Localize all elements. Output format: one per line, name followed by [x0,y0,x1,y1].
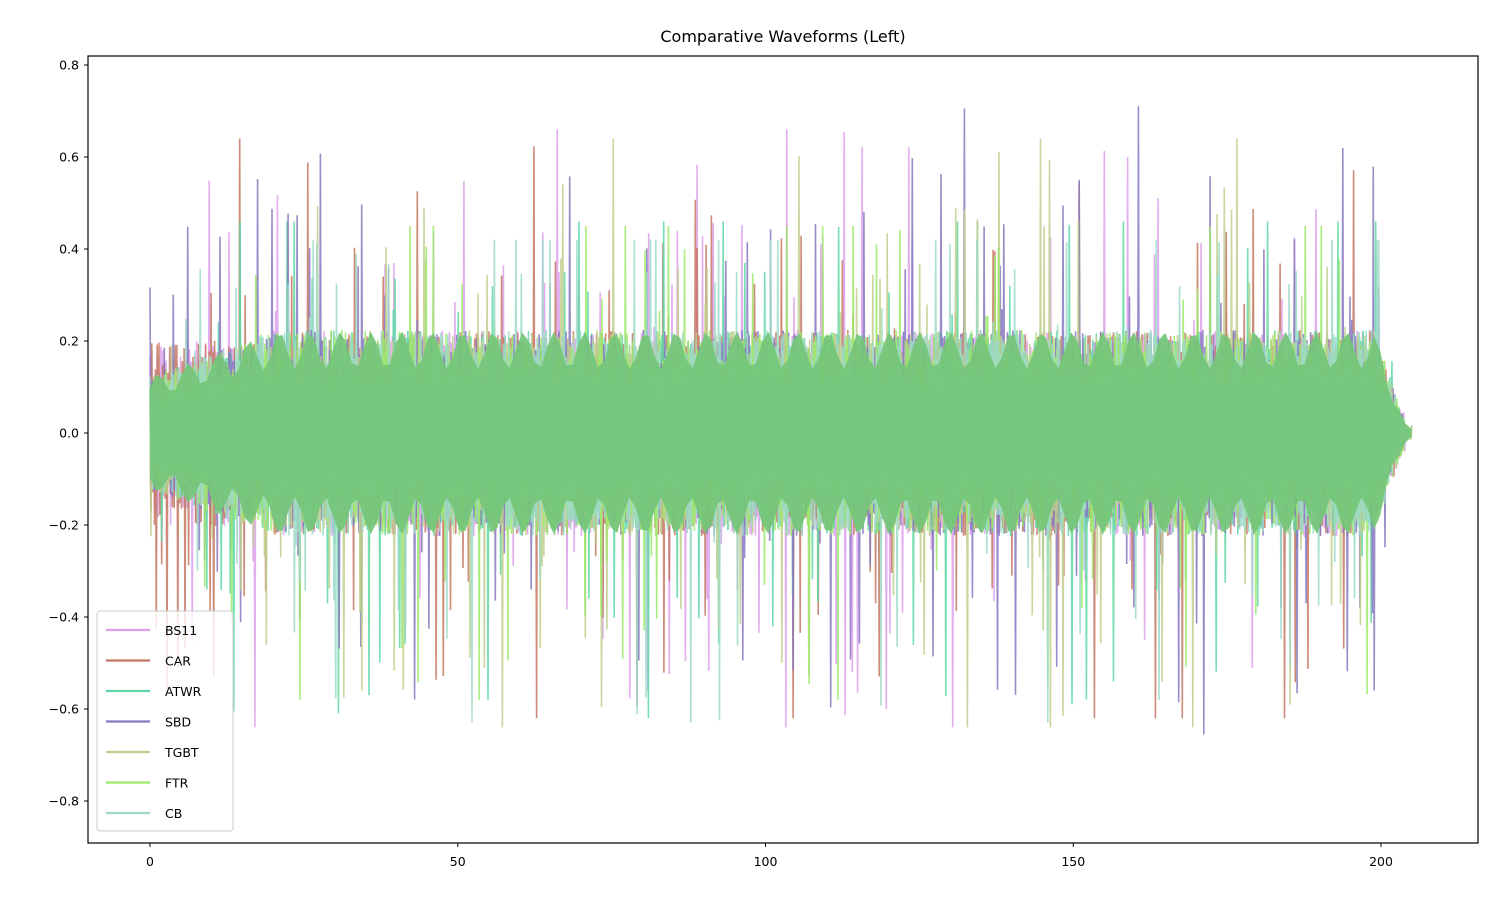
legend-label-tgbt: TGBT [164,745,199,760]
y-tick-label: 0.2 [59,334,79,349]
legend: BS11 CAR ATWR SBD TGBT FTR CB [96,610,234,832]
legend-label-ftr: FTR [165,776,189,791]
x-tick-label: 150 [1061,854,1085,869]
legend-label-bs11: BS11 [165,623,197,638]
legend-label-atwr: ATWR [165,684,202,699]
legend-label-car: CAR [165,654,191,669]
legend-label-sbd: SBD [165,715,191,730]
x-tick-label: 0 [146,854,154,869]
y-tick-label: 0.0 [59,426,79,441]
x-tick-label: 100 [754,854,778,869]
legend-label-cb: CB [165,806,182,821]
chart-title: Comparative Waveforms (Left) [660,27,905,46]
plot-area [149,106,1413,735]
y-tick-label: −0.4 [49,610,79,625]
legend-box [96,610,234,832]
y-axis: 0.8 0.6 0.4 0.2 0.0 −0.2 −0.4 −0.6 −0.8 [49,58,88,809]
y-tick-label: −0.8 [49,794,79,809]
y-tick-label: −0.6 [49,702,79,717]
x-tick-label: 50 [450,854,466,869]
y-tick-label: 0.4 [59,242,79,257]
y-tick-label: 0.8 [59,58,79,73]
y-tick-label: −0.2 [49,518,79,533]
axes-frame [87,55,1479,844]
y-tick-label: 0.6 [59,150,79,165]
x-tick-label: 200 [1369,854,1393,869]
waveform-core-band [150,331,1412,535]
x-axis: 0 50 100 150 200 [146,843,1393,869]
waveform-series [149,106,1413,735]
